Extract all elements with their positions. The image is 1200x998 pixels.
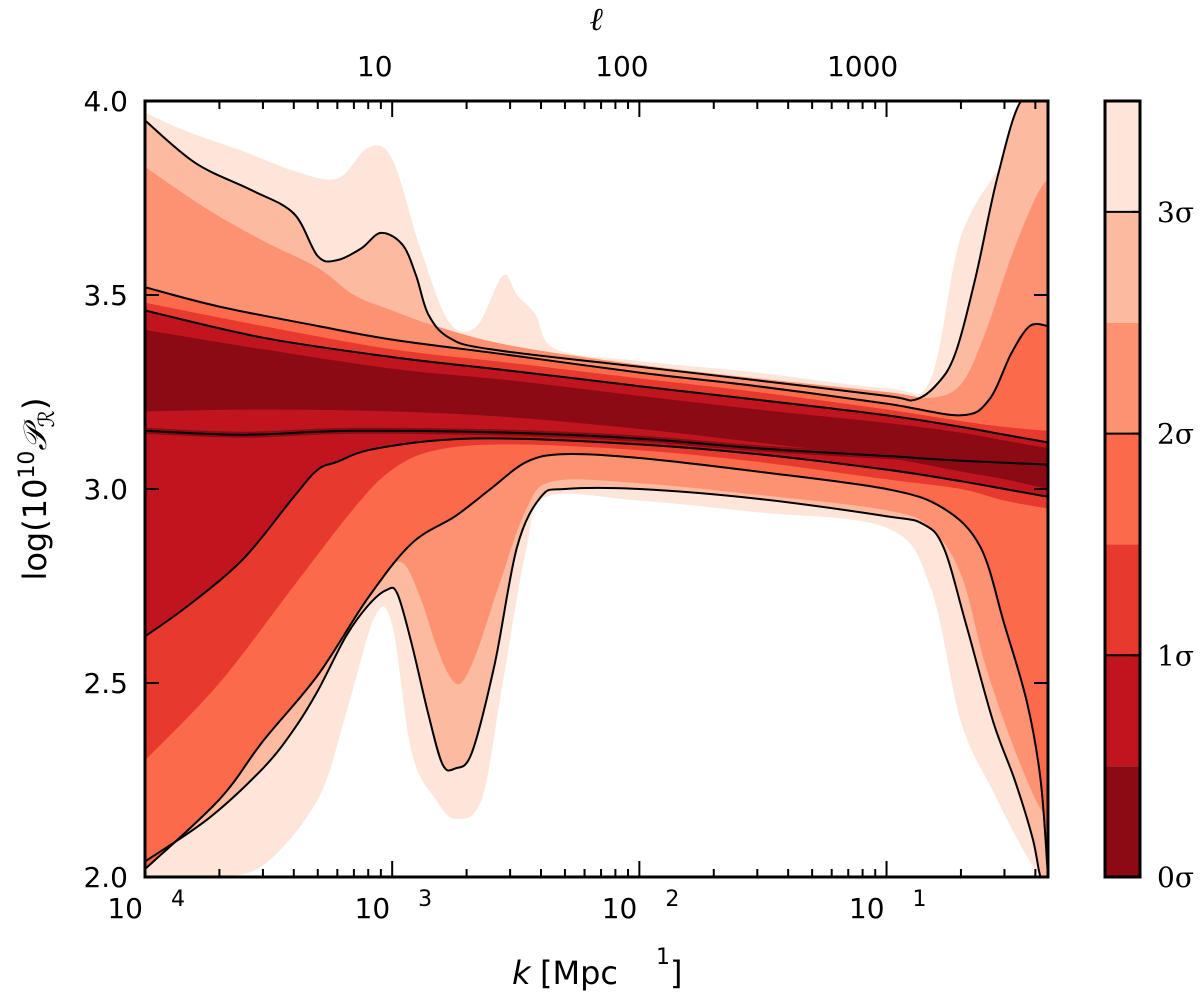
colorbar-tick-label: 1σ bbox=[1157, 639, 1194, 672]
x-axis-label-unit: [Mpc bbox=[540, 954, 618, 992]
colorbar-segment bbox=[1105, 544, 1140, 656]
y-tick-label: 4.0 bbox=[83, 85, 128, 118]
x-tick-exp: 4 bbox=[171, 887, 185, 912]
y-axis-label: log(1010𝒫ℛ) bbox=[15, 397, 60, 580]
x-tick-base: 10 bbox=[602, 892, 638, 925]
x-axis-label-sup: 1 bbox=[656, 945, 670, 970]
y-axis-label-suffix: ) bbox=[16, 397, 54, 409]
contour-1sigma-upper bbox=[145, 309, 1048, 444]
x-tick-base: 10 bbox=[107, 892, 143, 925]
y-tick-label: 3.5 bbox=[83, 279, 128, 312]
colorbar-segment bbox=[1105, 322, 1140, 434]
confidence-bands bbox=[145, 101, 1048, 877]
y-axis-label-sup: 10 bbox=[15, 451, 40, 479]
colorbar-segment bbox=[1105, 655, 1140, 767]
top-tick-label: 100 bbox=[595, 50, 648, 83]
y-tick-label: 3.0 bbox=[83, 473, 128, 506]
colorbar-segment bbox=[1105, 101, 1140, 212]
contour-2sigma-upper bbox=[145, 286, 1048, 417]
axis-ticks bbox=[144, 100, 1048, 878]
colorbar-segment bbox=[1105, 211, 1140, 323]
x-tick-exp: 2 bbox=[665, 887, 679, 912]
x-tick-base: 10 bbox=[355, 892, 391, 925]
top-tick-labels: 10 100 1000 bbox=[357, 50, 898, 83]
contour-1sigma-lower bbox=[145, 437, 1048, 638]
y-axis-label-sub: ℛ bbox=[35, 410, 60, 428]
x-tick-base: 10 bbox=[849, 892, 885, 925]
band-0_5sigma bbox=[145, 329, 1048, 489]
colorbar bbox=[1103, 99, 1142, 879]
band-3sigma bbox=[145, 101, 1048, 877]
band-2_5sigma bbox=[145, 167, 1048, 823]
y-axis-label-prefix: log(10 bbox=[16, 479, 54, 581]
x-tick-labels: 10 4 10 3 10 2 10 1 bbox=[107, 887, 926, 925]
x-tick-label: 10 2 bbox=[602, 887, 680, 925]
y-tick-label: 2.5 bbox=[83, 667, 128, 700]
x-tick-label: 10 3 bbox=[355, 887, 433, 925]
colorbar-tick-label: 0σ bbox=[1157, 861, 1194, 894]
colorbar-tick-label: 2σ bbox=[1157, 418, 1194, 451]
colorbar-segment bbox=[1105, 433, 1140, 545]
x-tick-label: 10 1 bbox=[849, 887, 927, 925]
y-tick-label: 2.0 bbox=[83, 861, 128, 894]
contour-3sigma-lower bbox=[145, 486, 1048, 877]
x-tick-exp: 1 bbox=[913, 887, 927, 912]
x-axis-label-close: ] bbox=[670, 954, 682, 992]
svg-text:log(1010𝒫ℛ): log(1010𝒫ℛ) bbox=[15, 397, 60, 580]
y-tick-labels: 2.0 2.5 3.0 3.5 4.0 bbox=[83, 85, 128, 894]
top-axis-label: ℓ bbox=[589, 0, 603, 38]
x-tick-exp: 3 bbox=[418, 887, 432, 912]
contour-2sigma-lower bbox=[145, 452, 1048, 877]
top-tick-label: 1000 bbox=[827, 50, 898, 83]
contour-center-line bbox=[145, 429, 1048, 466]
x-tick-label: 10 4 bbox=[107, 887, 185, 925]
contour-3sigma-upper bbox=[145, 101, 1048, 402]
contour-lines bbox=[145, 101, 1048, 877]
colorbar-labels: 0σ 1σ 2σ 3σ bbox=[1132, 196, 1194, 894]
colorbar-frame bbox=[1103, 99, 1142, 879]
colorbar-tick-label: 3σ bbox=[1157, 196, 1194, 229]
colorbar-segment bbox=[1105, 766, 1140, 877]
top-tick-label: 10 bbox=[357, 50, 393, 83]
x-axis-label-var: k bbox=[512, 954, 532, 992]
x-axis-label: k [Mpc 1 ] bbox=[512, 945, 682, 992]
